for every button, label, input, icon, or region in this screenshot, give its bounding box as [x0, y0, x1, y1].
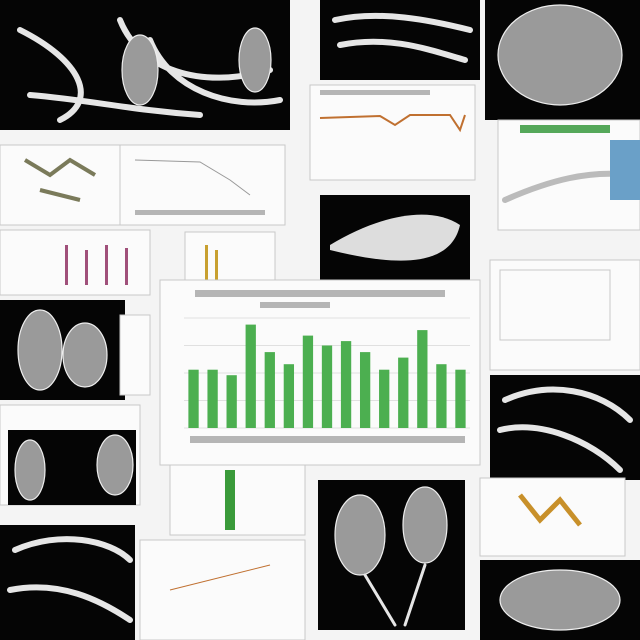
chart-title-illegible: [195, 290, 445, 297]
bar: [188, 369, 199, 428]
bar: [379, 369, 390, 428]
bar: [245, 324, 256, 428]
bar: [207, 369, 218, 428]
bar-chart: [184, 317, 470, 429]
bar: [455, 369, 466, 428]
x-labels-illegible: [190, 436, 465, 443]
bar: [264, 352, 275, 428]
bar: [340, 341, 352, 428]
bar: [436, 364, 447, 428]
bar: [226, 375, 237, 428]
bar: [359, 352, 371, 428]
bar: [302, 335, 314, 428]
bar: [283, 364, 295, 428]
chart-subtitle-illegible: [260, 302, 330, 308]
bar: [417, 330, 428, 428]
bar: [321, 345, 333, 428]
bar: [398, 357, 409, 428]
